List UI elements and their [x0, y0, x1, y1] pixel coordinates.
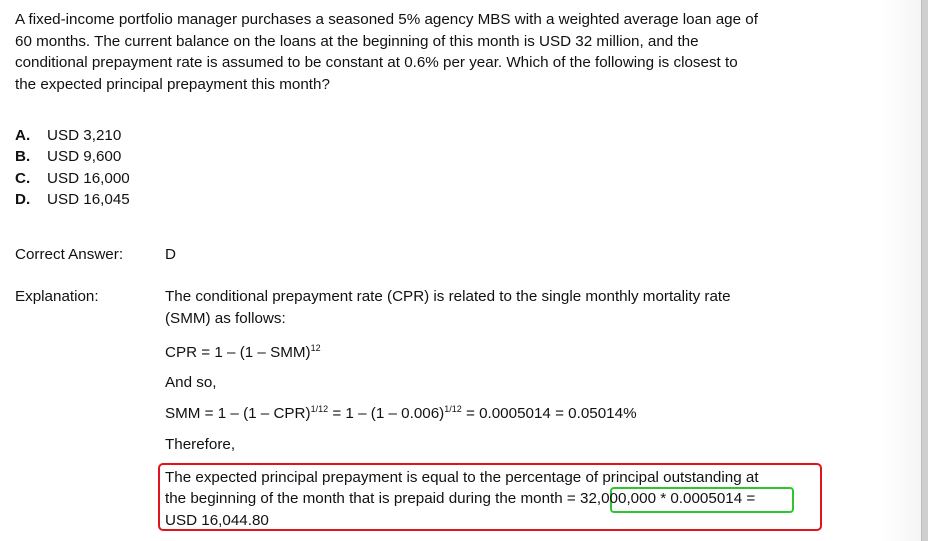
- option-letter: D.: [15, 191, 31, 208]
- conclusion-line: the beginning of the month that is prepa…: [165, 489, 755, 509]
- and-so-text: And so,: [165, 374, 217, 391]
- question-line: the expected principal prepayment this m…: [15, 76, 330, 93]
- option-letter: B.: [15, 148, 31, 165]
- option-letter: A.: [15, 127, 31, 144]
- formula-text: = 0.0005014 = 0.05014%: [461, 405, 637, 422]
- option-text: USD 3,210: [47, 127, 122, 144]
- option-c[interactable]: C. USD 16,000: [15, 169, 130, 189]
- formula-text: CPR = 1 – (1 – SMM): [165, 344, 311, 361]
- correct-answer-label: Correct Answer:: [15, 246, 124, 263]
- conclusion-result: USD 16,044.80: [165, 512, 269, 529]
- option-text: USD 16,000: [47, 170, 130, 187]
- conclusion-line: The expected principal prepayment is equ…: [165, 469, 759, 486]
- calculation-highlight-box: [610, 487, 794, 513]
- equals-sign: =: [742, 490, 756, 507]
- formula-exponent: 1/12: [444, 404, 462, 414]
- question-line: 60 months. The current balance on the lo…: [15, 33, 699, 50]
- page-edge-shadow: [881, 0, 921, 541]
- therefore-text: Therefore,: [165, 436, 236, 453]
- explanation-line: (SMM) as follows:: [165, 310, 286, 327]
- conclusion-highlight-box: [158, 463, 822, 531]
- option-text: USD 9,600: [47, 148, 122, 165]
- smm-formula: SMM = 1 – (1 – CPR)1/12 = 1 – (1 – 0.006…: [165, 404, 637, 424]
- formula-text: SMM = 1 – (1 – CPR): [165, 405, 311, 422]
- question-line: conditional prepayment rate is assumed t…: [15, 54, 738, 71]
- explanation-line: The conditional prepayment rate (CPR) is…: [165, 288, 731, 305]
- formula-exponent: 1/12: [310, 404, 329, 414]
- option-a[interactable]: A. USD 3,210: [15, 126, 121, 146]
- conclusion-text: the beginning of the month that is prepa…: [165, 490, 580, 507]
- cpr-formula: CPR = 1 – (1 – SMM)12: [165, 343, 321, 363]
- correct-answer-value: D: [165, 246, 176, 263]
- option-d[interactable]: D. USD 16,045: [15, 190, 130, 210]
- formula-text: = 1 – (1 – 0.006): [328, 405, 445, 422]
- question-line: A fixed-income portfolio manager purchas…: [15, 11, 758, 28]
- scrollbar[interactable]: [921, 0, 928, 541]
- option-letter: C.: [15, 170, 31, 187]
- explanation-label: Explanation:: [15, 288, 99, 305]
- calculation-text: 32,000,000 * 0.0005014: [580, 490, 743, 507]
- option-b[interactable]: B. USD 9,600: [15, 147, 121, 167]
- formula-exponent: 12: [310, 343, 321, 353]
- option-text: USD 16,045: [47, 191, 130, 208]
